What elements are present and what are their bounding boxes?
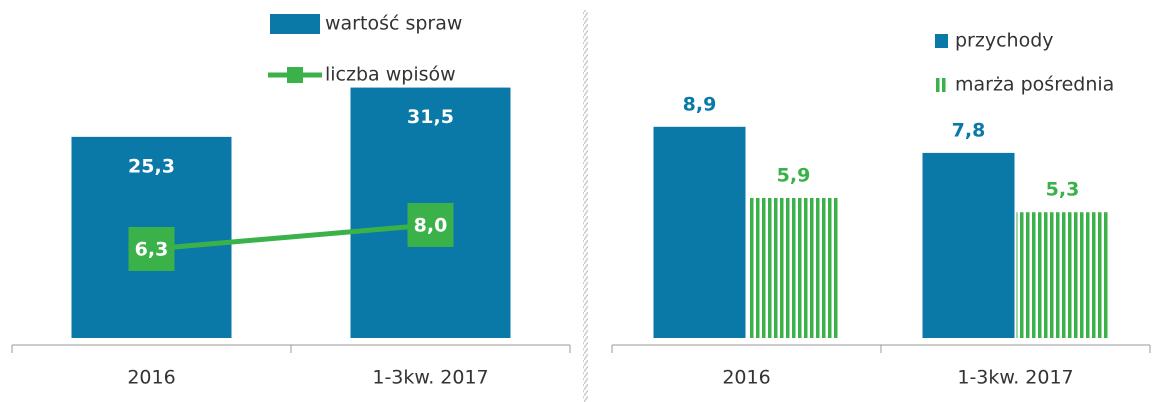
value-label: 5,9: [777, 164, 811, 186]
bar: [747, 197, 840, 338]
x-tick-label: 1-3kw. 2017: [957, 367, 1073, 389]
value-label: 7,8: [952, 119, 986, 141]
legend-label: przychody: [955, 30, 1054, 52]
legend-label: liczba wpisów: [325, 64, 456, 86]
legend-swatch: [270, 14, 320, 34]
legend-swatch: [935, 34, 948, 48]
marker: [128, 226, 175, 271]
legend-swatch: [287, 67, 303, 83]
line: [151, 222, 431, 252]
value-label: 31,5: [407, 106, 454, 128]
x-tick-label: 2016: [722, 367, 770, 389]
bar: [922, 152, 1015, 338]
legend-swatch: [935, 78, 948, 92]
bar: [1016, 212, 1109, 338]
legend-label: wartość spraw: [325, 13, 462, 35]
value-label: 5,3: [1046, 179, 1080, 201]
x-tick-label: 1-3kw. 2017: [372, 367, 488, 389]
marker: [407, 202, 454, 247]
value-label: 8,0: [414, 214, 448, 236]
value-label: 25,3: [128, 155, 175, 177]
value-label: 6,3: [135, 238, 169, 260]
legend-label: marża pośrednia: [955, 74, 1114, 96]
x-tick-label: 2016: [127, 367, 175, 389]
bar: [653, 126, 746, 338]
value-label: 8,9: [683, 93, 717, 115]
divider: [583, 10, 588, 402]
